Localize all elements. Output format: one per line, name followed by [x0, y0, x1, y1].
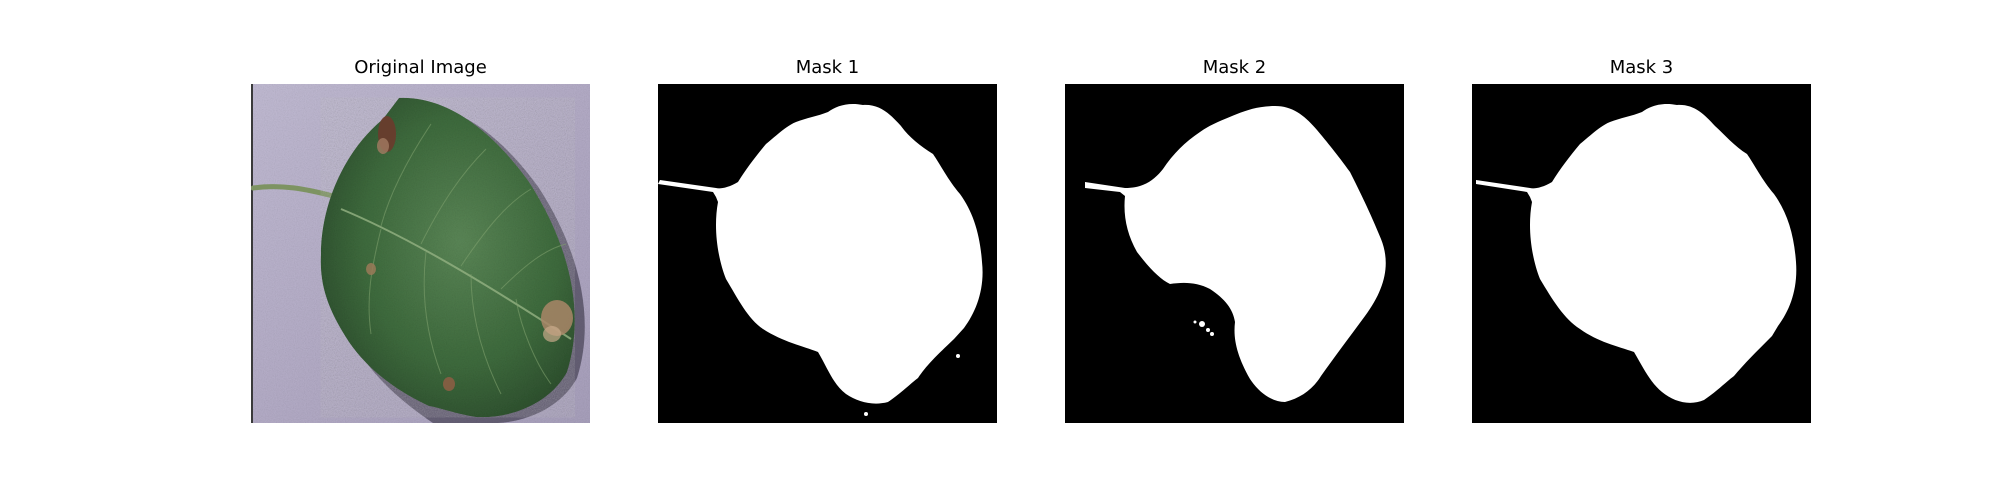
mask-2-shape [1065, 84, 1404, 423]
panel-mask-2: Mask 2 [1065, 56, 1404, 423]
mask-2-image [1065, 84, 1404, 423]
mask-3-image [1472, 84, 1811, 423]
leaf-photo [251, 84, 590, 423]
mask-3-shape [1472, 84, 1811, 423]
panel-title-mask-2: Mask 2 [1202, 57, 1267, 78]
mask-1-image [658, 84, 997, 423]
panel-title-mask-3: Mask 3 [1609, 57, 1674, 78]
panel-mask-3: Mask 3 [1472, 56, 1811, 423]
panel-title-original-image: Original Image [354, 57, 487, 78]
panel-original-image: Original Image [251, 56, 590, 423]
panel-title-mask-1: Mask 1 [795, 57, 860, 78]
original-image [251, 84, 590, 423]
mask-1-shape [658, 84, 997, 423]
panel-mask-1: Mask 1 [658, 56, 997, 423]
